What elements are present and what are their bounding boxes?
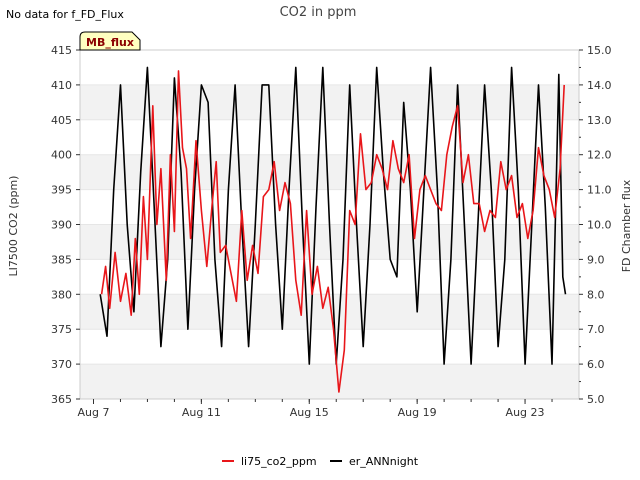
y-tick-label: 405 bbox=[51, 114, 72, 127]
mb-flux-badge: MB_flux bbox=[79, 31, 141, 51]
y2-tick-label: 13.0 bbox=[587, 114, 612, 127]
y-tick-label: 395 bbox=[51, 184, 72, 197]
background-bands bbox=[80, 84, 579, 399]
y2-tick-label: 9.0 bbox=[587, 253, 605, 266]
y-axis-ticks: 365 370 375 380 385 390 395 400 405 410 415 bbox=[51, 44, 80, 406]
x-tick-label: Aug 23 bbox=[506, 406, 545, 419]
background-band bbox=[80, 84, 579, 120]
x-tick-label: Aug 19 bbox=[398, 406, 437, 419]
y-tick-label: 385 bbox=[51, 253, 72, 266]
y-tick-label: 415 bbox=[51, 44, 72, 57]
y2-tick-label: 12.0 bbox=[587, 149, 612, 162]
x-axis-ticks: Aug 7 Aug 11 Aug 15 Aug 19 Aug 23 bbox=[77, 399, 553, 419]
y-tick-label: 390 bbox=[51, 219, 72, 232]
y-axis-title: LI7500 CO2 (ppm) bbox=[7, 176, 20, 277]
x-tick-label: Aug 15 bbox=[290, 406, 329, 419]
y-tick-label: 400 bbox=[51, 149, 72, 162]
background-band bbox=[80, 154, 579, 190]
y-tick-label: 410 bbox=[51, 79, 72, 92]
y-tick-label: 365 bbox=[51, 393, 72, 406]
series-line-li75-co2-ppm bbox=[100, 70, 565, 393]
no-data-note: No data for f_FD_Flux bbox=[6, 8, 124, 21]
y2-tick-label: 15.0 bbox=[587, 44, 612, 57]
y2-axis-ticks: 5.0 6.0 7.0 8.0 9.0 10.0 11.0 12.0 13.0 14.0 15.0 bbox=[579, 44, 612, 406]
y2-tick-label: 7.0 bbox=[587, 323, 605, 336]
y-tick-label: 380 bbox=[51, 288, 72, 301]
badge-label: MB_flux bbox=[86, 36, 134, 49]
y-tick-label: 370 bbox=[51, 358, 72, 371]
y2-tick-label: 11.0 bbox=[587, 184, 612, 197]
badge-shape bbox=[79, 31, 141, 51]
y2-tick-label: 5.0 bbox=[587, 393, 605, 406]
y2-axis-title: FD Chamber flux bbox=[620, 179, 633, 272]
y2-tick-label: 10.0 bbox=[587, 219, 612, 232]
series-layer bbox=[99, 66, 567, 393]
background-band bbox=[80, 364, 579, 399]
y2-tick-label: 6.0 bbox=[587, 358, 605, 371]
y-tick-label: 375 bbox=[51, 323, 72, 336]
x-tick-label: Aug 11 bbox=[182, 406, 221, 419]
y2-tick-label: 14.0 bbox=[587, 79, 612, 92]
legend: li75_co2_ppm er_ANNnight bbox=[222, 455, 419, 468]
chart-title: CO2 in ppm bbox=[280, 5, 357, 20]
legend-label-ann: er_ANNnight bbox=[349, 455, 419, 468]
x-tick-label: Aug 7 bbox=[77, 406, 109, 419]
y2-tick-label: 8.0 bbox=[587, 288, 605, 301]
legend-label-co2: li75_co2_ppm bbox=[241, 455, 317, 468]
